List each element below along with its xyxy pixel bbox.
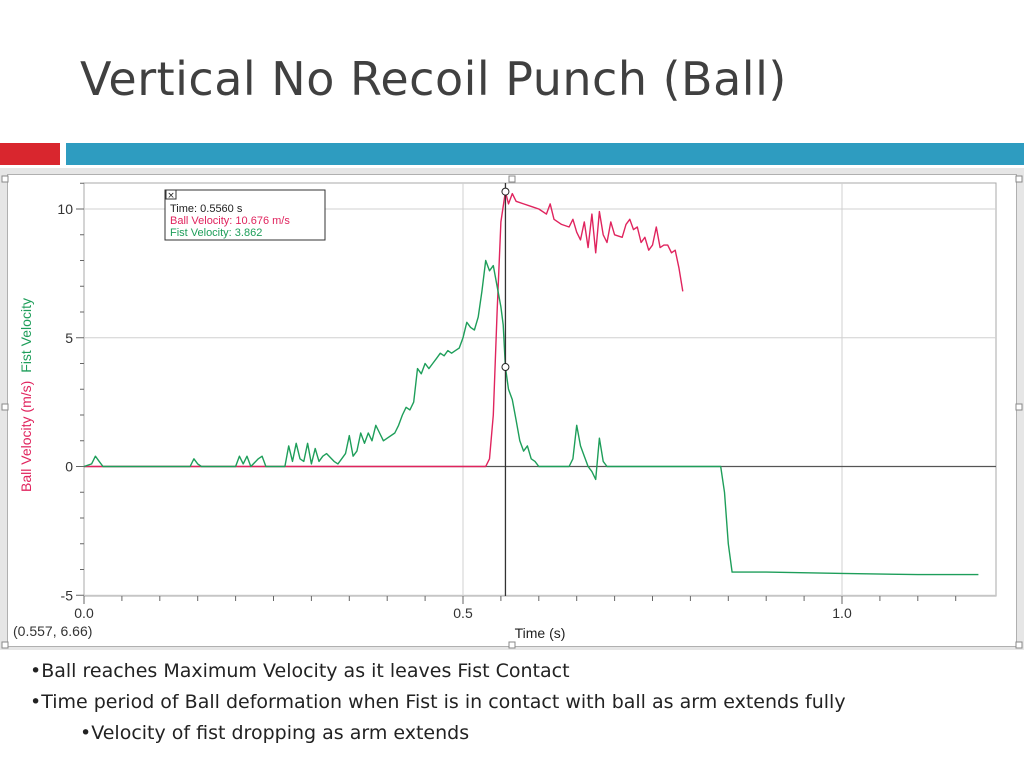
y-axis-label-fist: Fist Velocity [18,298,34,373]
fist-velocity-line [83,259,979,576]
y-tick-label: 5 [65,330,73,346]
close-icon: × [167,191,175,201]
bullet-item-2: •Time period of Ball deformation when Fi… [30,691,846,713]
resize-handle[interactable] [1,641,9,649]
ball-velocity-line [84,190,684,468]
y-tick-label: 0 [65,459,73,475]
tooltip-fist-velocity: Fist Velocity: 3.862 [170,227,262,239]
cursor-marker-ball [501,187,510,196]
tooltip-time: Time: 0.5560 s [170,203,243,215]
accent-bar-teal [66,143,1024,165]
resize-handle[interactable] [1015,641,1023,649]
resize-handle[interactable] [1015,403,1023,411]
tooltip-ball-velocity: Ball Velocity: 10.676 m/s [170,215,290,227]
resize-handle[interactable] [1,403,9,411]
y-tick-label: 10 [57,201,73,217]
resize-handle[interactable] [1,175,9,183]
y-axis-label-ball: Ball Velocity (m/s) [18,381,34,492]
resize-handle[interactable] [508,641,516,649]
y-tick-label: -5 [61,587,74,603]
x-tick-label: 0.0 [74,605,94,621]
cursor-marker-fist [501,363,510,372]
y-axis-label: Ball Velocity (m/s) Fist Velocity [18,298,34,492]
cursor-readout: (0.557, 6.66) [13,623,92,639]
accent-bar-red [0,143,60,165]
bullet-item-3: •Velocity of fist dropping as arm extend… [80,722,470,744]
tooltip-close-button[interactable] [165,189,177,200]
x-tick-label: 0.5 [453,605,473,621]
x-axis-label: Time (s) [515,625,566,641]
resize-handle[interactable] [1015,175,1023,183]
tooltip-box [164,189,326,241]
x-tick-label: 1.0 [832,605,852,621]
resize-handle[interactable] [508,175,516,183]
plot-area [83,182,997,597]
slide-title: Vertical No Recoil Punch (Ball) [80,52,787,106]
bullet-item-1: •Ball reaches Maximum Velocity as it lea… [30,660,570,682]
